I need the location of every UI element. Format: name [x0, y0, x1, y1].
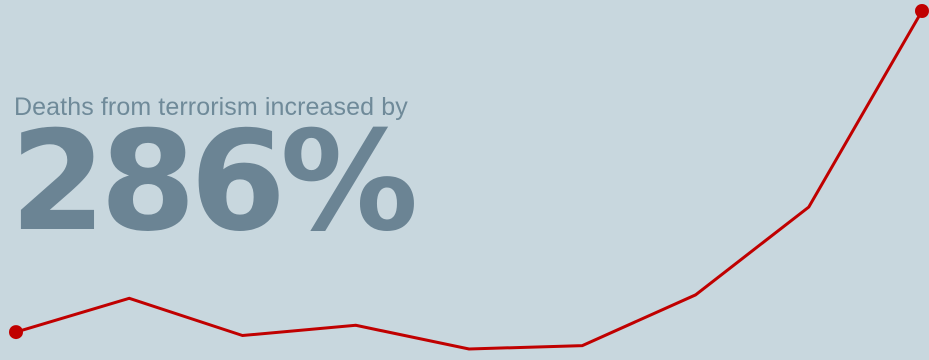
end-point-marker: [915, 4, 929, 18]
start-point-marker: [9, 325, 23, 340]
headline-value: 286%: [10, 101, 418, 262]
headline-subtitle: Deaths from terrorism increased by: [14, 93, 408, 121]
series-line: [15, 10, 924, 351]
